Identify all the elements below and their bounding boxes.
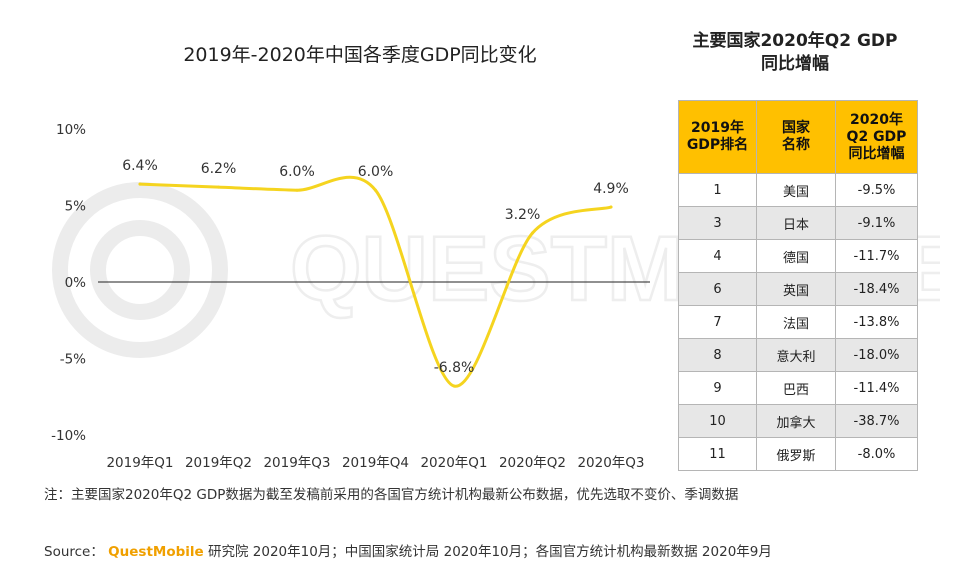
header-growth-line2: Q2 GDP [846, 128, 907, 145]
x-axis-ticks: 2019年Q1 2019年Q2 2019年Q3 2019年Q4 2020年Q1 2020年… [106, 455, 644, 471]
data-label: 3.2% [505, 207, 541, 223]
rank-cell: 7 [678, 305, 757, 339]
x-tick-label: 2019年Q1 [106, 455, 173, 471]
x-tick-label: 2019年Q2 [185, 455, 252, 471]
header-growth: 2020年 Q2 GDP 同比增幅 [835, 100, 918, 174]
rank-cell: 6 [678, 272, 757, 306]
y-axis-ticks: 10% 5% 0% -5% -10% [51, 122, 86, 444]
rank-cell: 10 [678, 404, 757, 438]
table-title-line1: 主要国家2020年Q2 GDP [692, 31, 898, 51]
data-label: 4.9% [593, 181, 629, 197]
country-cell: 法国 [756, 305, 836, 339]
header-country-line1: 国家 [782, 120, 810, 136]
country-cell: 意大利 [756, 338, 836, 372]
growth-cell: -38.7% [835, 404, 918, 438]
data-point [609, 205, 613, 209]
header-country-line2: 名称 [782, 137, 810, 153]
x-tick-label: 2019年Q4 [342, 455, 409, 471]
rank-cell: 3 [678, 206, 757, 240]
data-point [138, 182, 142, 186]
table-row: 3 日本 -9.1% [678, 206, 918, 240]
table-row: 4 德国 -11.7% [678, 239, 918, 273]
data-point [295, 188, 299, 192]
source-suffix: 研究院 2020年10月；中国国家统计局 2020年10月；各国官方统计机构最新… [207, 544, 772, 560]
country-cell: 日本 [756, 206, 836, 240]
table-row: 8 意大利 -18.0% [678, 338, 918, 372]
gdp-line-chart: 10%5%0%-5%-10% 2019年Q1 2019年Q2 2019年Q3 2019… [51, 122, 650, 471]
country-cell: 俄罗斯 [756, 437, 836, 471]
country-cell: 巴西 [756, 371, 836, 405]
table-header-row: 2019年 GDP排名 国家 名称 2020年 Q2 GDP 同比增幅 [678, 100, 918, 174]
source-line: Source： QuestMobile 研究院 2020年10月；中国国家统计局… [44, 540, 772, 560]
data-labels: 6.4% 6.2% 6.0% 6.0% -6.8% 3.2% 4.9% [122, 158, 629, 376]
rank-cell: 1 [678, 173, 757, 207]
y-tick-label: 5% [65, 199, 87, 215]
x-tick-label: 2020年Q1 [420, 455, 487, 471]
growth-cell: -11.4% [835, 371, 918, 405]
table-row: 6 英国 -18.4% [678, 272, 918, 306]
table-title: 主要国家2020年Q2 GDP 同比增幅 [660, 30, 930, 76]
table-row: 1 美国 -9.5% [678, 173, 918, 207]
table-row: 7 法国 -13.8% [678, 305, 918, 339]
x-tick-label: 2020年Q2 [499, 455, 566, 471]
growth-cell: -13.8% [835, 305, 918, 339]
data-point [374, 188, 377, 192]
country-cell: 德国 [756, 239, 836, 273]
source-brand: QuestMobile [108, 544, 204, 560]
header-rank-line2: GDP排名 [686, 137, 749, 153]
country-cell: 美国 [756, 173, 836, 207]
growth-cell: -18.4% [835, 272, 918, 306]
table-title-line2: 同比增幅 [761, 54, 829, 74]
header-country: 国家 名称 [756, 100, 836, 174]
data-label: 6.0% [279, 164, 315, 180]
table-row: 9 巴西 -11.4% [678, 371, 918, 405]
gdp-series-line [138, 175, 613, 388]
data-points [138, 182, 613, 388]
rank-cell: 11 [678, 437, 757, 471]
y-tick-label: -10% [51, 428, 86, 444]
chart-title: 2019年-2020年中国各季度GDP同比变化 [183, 44, 537, 66]
rank-cell: 8 [678, 338, 757, 372]
country-cell: 加拿大 [756, 404, 836, 438]
header-rank-line1: 2019年 [691, 120, 744, 136]
data-label: 6.4% [122, 158, 158, 174]
data-label: 6.2% [201, 161, 237, 177]
header-growth-line1: 2020年 [850, 111, 903, 128]
growth-cell: -9.5% [835, 173, 918, 207]
data-label: 6.0% [358, 164, 394, 180]
y-tick-label: 10% [56, 122, 86, 138]
growth-cell: -18.0% [835, 338, 918, 372]
country-gdp-table: 2019年 GDP排名 国家 名称 2020年 Q2 GDP 同比增幅 1 美国 -… [678, 100, 918, 471]
footnote: 注：主要国家2020年Q2 GDP数据为截至发稿前采用的各国官方统计机构最新公布… [44, 487, 739, 503]
data-point [452, 384, 456, 388]
data-point [531, 231, 534, 235]
data-label: -6.8% [434, 360, 475, 376]
source-prefix: Source： [44, 544, 104, 560]
country-cell: 英国 [756, 272, 836, 306]
table-row: 10 加拿大 -38.7% [678, 404, 918, 438]
header-rank: 2019年 GDP排名 [678, 100, 757, 174]
rank-cell: 4 [678, 239, 757, 273]
growth-cell: -8.0% [835, 437, 918, 471]
data-point [217, 185, 220, 189]
y-tick-label: 0% [65, 275, 87, 291]
growth-cell: -11.7% [835, 239, 918, 273]
x-tick-label: 2019年Q3 [263, 455, 330, 471]
y-tick-label: -5% [60, 352, 86, 368]
header-growth-line3: 同比增幅 [848, 145, 905, 162]
x-tick-label: 2020年Q3 [577, 455, 644, 471]
rank-cell: 9 [678, 371, 757, 405]
growth-cell: -9.1% [835, 206, 918, 240]
table-row: 11 俄罗斯 -8.0% [678, 437, 918, 471]
